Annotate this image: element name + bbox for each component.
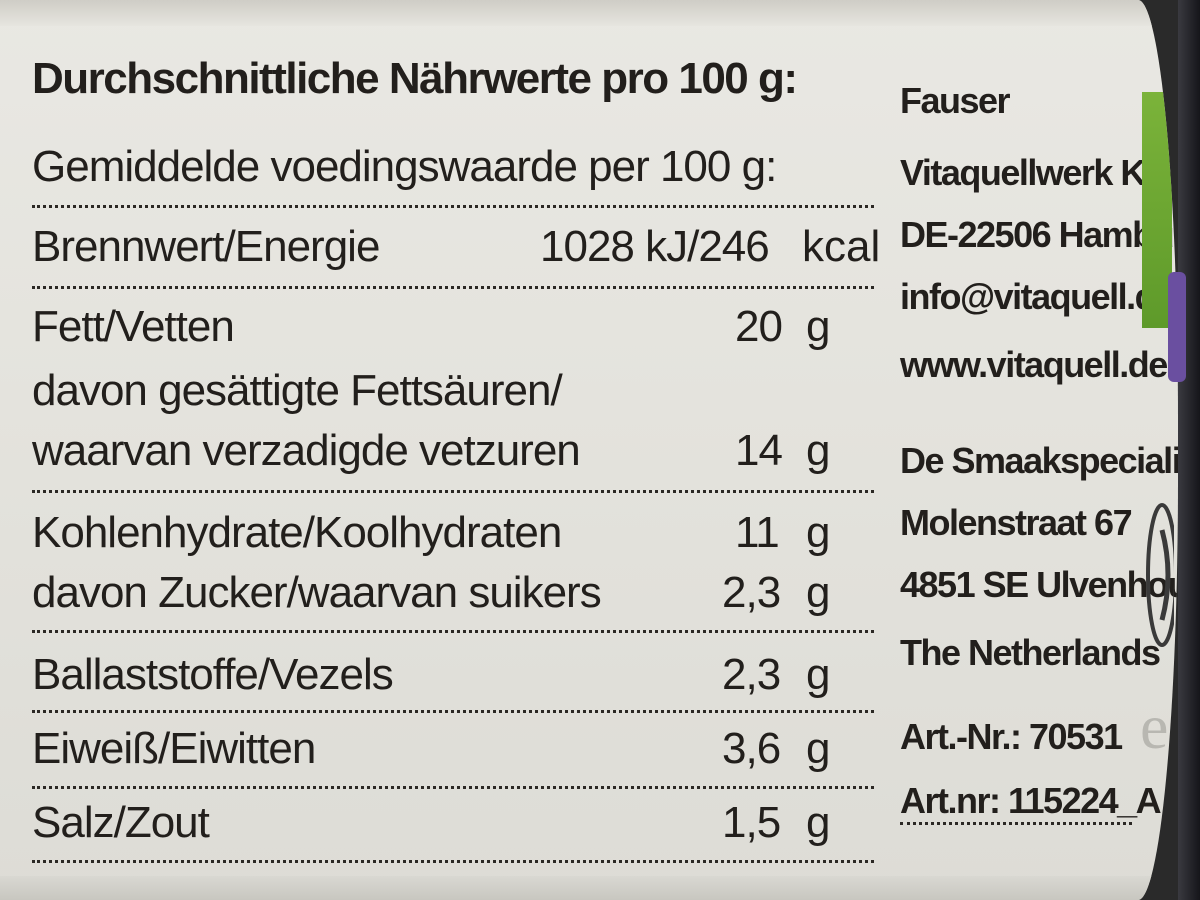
importer-street: Molenstraat 67: [900, 502, 1133, 543]
saturated-unit: g: [806, 426, 831, 475]
manufacturer-city: DE-22506 Hamburg: [900, 214, 1178, 255]
importer-city: 4851 SE Ulvenhout: [900, 564, 1178, 605]
carbs-label: Kohlenhydrate/Koolhydraten: [32, 508, 562, 557]
salt-value: 1,5: [722, 798, 781, 847]
fat-label: Fett/Vetten: [32, 302, 235, 351]
manufacturer-name: Fauser: [900, 80, 1011, 121]
jar-edge: [1178, 0, 1200, 900]
manufacturer-company: Vitaquellwerk KG: [900, 152, 1173, 193]
carbs-unit: g: [806, 508, 831, 557]
fat-value: 20: [735, 302, 783, 351]
divider: [32, 786, 874, 789]
fibre-unit: g: [806, 650, 831, 699]
sugar-label: davon Zucker/waarvan suikers: [32, 568, 602, 617]
carbs-value: 11: [735, 508, 780, 557]
e-mark-icon: e: [1140, 691, 1169, 762]
label-bottom-edge: [0, 876, 1178, 900]
energy-value: 1028 kJ/246: [540, 222, 770, 271]
heading-german: Durchschnittliche Nährwerte pro 100 g:: [32, 54, 798, 103]
protein-label: Eiweiß/Eiwitten: [32, 724, 316, 773]
divider: [32, 710, 874, 713]
divider: [32, 286, 874, 289]
manufacturer-web: www.vitaquell.de: [900, 344, 1168, 385]
energy-label: Brennwert/Energie: [32, 222, 380, 271]
purple-label-edge: [1168, 272, 1186, 382]
divider: [32, 490, 874, 493]
organic-logo-strip: [1142, 92, 1172, 328]
divider: [32, 860, 874, 863]
fat-unit: g: [806, 302, 831, 351]
energy-unit: kcal: [802, 222, 881, 271]
article-number-2: Art.nr: 115224_A: [900, 780, 1162, 821]
saturated-label-de: davon gesättigte Fettsäuren/: [32, 366, 563, 415]
protein-value: 3,6: [722, 724, 781, 773]
divider: [900, 822, 1132, 825]
heading-dutch: Gemiddelde voedingswaarde per 100 g:: [32, 142, 777, 191]
fibre-value: 2,3: [722, 650, 781, 699]
protein-unit: g: [806, 724, 831, 773]
salt-label: Salz/Zout: [32, 798, 210, 847]
divider: [32, 630, 874, 633]
article-number-1: Art.-Nr.: 70531: [900, 716, 1123, 757]
fibre-label: Ballaststoffe/Vezels: [32, 650, 394, 699]
label-top-edge: [0, 0, 1178, 26]
sugar-value: 2,3: [722, 568, 781, 617]
manufacturer-email: info@vitaquell.de: [900, 276, 1175, 317]
saturated-label-nl: waarvan verzadigde vetzuren: [32, 426, 581, 475]
importer-country: The Netherlands: [900, 632, 1161, 673]
divider: [32, 205, 874, 208]
importer-name: De Smaakspecialist: [900, 440, 1178, 481]
salt-unit: g: [806, 798, 831, 847]
sugar-unit: g: [806, 568, 831, 617]
saturated-value: 14: [735, 426, 783, 475]
green-dot-icon: [1146, 503, 1174, 647]
